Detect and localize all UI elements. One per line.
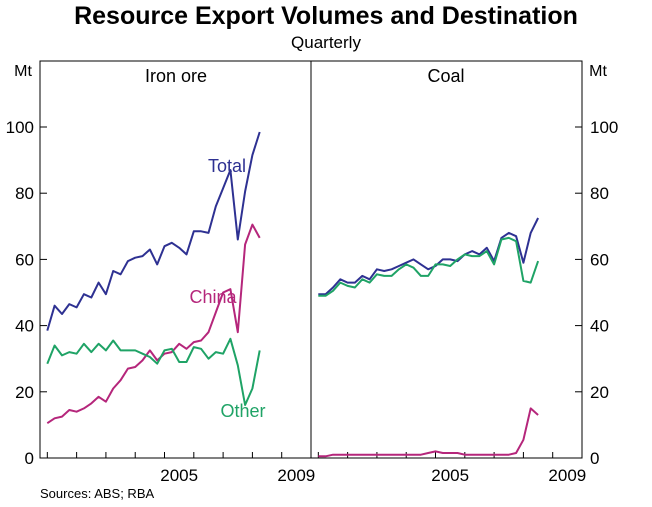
chart-title: Resource Export Volumes and Destination [74, 2, 578, 30]
label-other: Other [220, 401, 265, 421]
x-tick-label: 2005 [160, 466, 198, 485]
chart-subtitle: Quarterly [291, 33, 361, 52]
y-axis-left: 0 20 40 60 80 100 [6, 118, 47, 468]
x-tick-label: 2005 [431, 466, 469, 485]
y-tick-label-left: 60 [15, 250, 34, 269]
y-tick-label-right: 20 [590, 383, 609, 402]
series-line-china-iron-ore [46, 223, 261, 425]
y-tick-label-right: 40 [590, 317, 609, 336]
label-china: China [189, 287, 237, 307]
y-axis-right: 0 20 40 60 80 100 [575, 118, 618, 468]
panel-title-coal: Coal [427, 66, 464, 86]
series-line-total-iron-ore [46, 131, 261, 331]
y-tick-label-left: 100 [6, 118, 34, 137]
x-tick-label: 2009 [548, 466, 586, 485]
series-line-other-iron-ore [46, 337, 261, 406]
x-tick-label: 2009 [277, 466, 315, 485]
series-line-china-coal [318, 407, 539, 458]
y-axis-unit-right: Mt [589, 63, 607, 80]
panel-title-iron-ore: Iron ore [145, 66, 207, 86]
y-tick-label-right: 60 [590, 250, 609, 269]
y-tick-label-left: 40 [15, 317, 34, 336]
chart-source: Sources: ABS; RBA [40, 486, 155, 501]
label-total: Total [208, 156, 246, 176]
x-axis: 2005 2009 2005 2009 [46, 452, 586, 485]
y-tick-label-right: 80 [590, 184, 609, 203]
series-lines [46, 131, 540, 458]
series-line-other-coal [318, 236, 540, 297]
y-axis-unit-left: Mt [14, 63, 32, 80]
series-line-total-coal [318, 217, 539, 296]
y-tick-label-left: 20 [15, 383, 34, 402]
y-tick-label-right: 0 [590, 449, 599, 468]
y-tick-label-left: 80 [15, 184, 34, 203]
y-tick-label-right: 100 [590, 118, 618, 137]
y-tick-label-left: 0 [25, 449, 34, 468]
